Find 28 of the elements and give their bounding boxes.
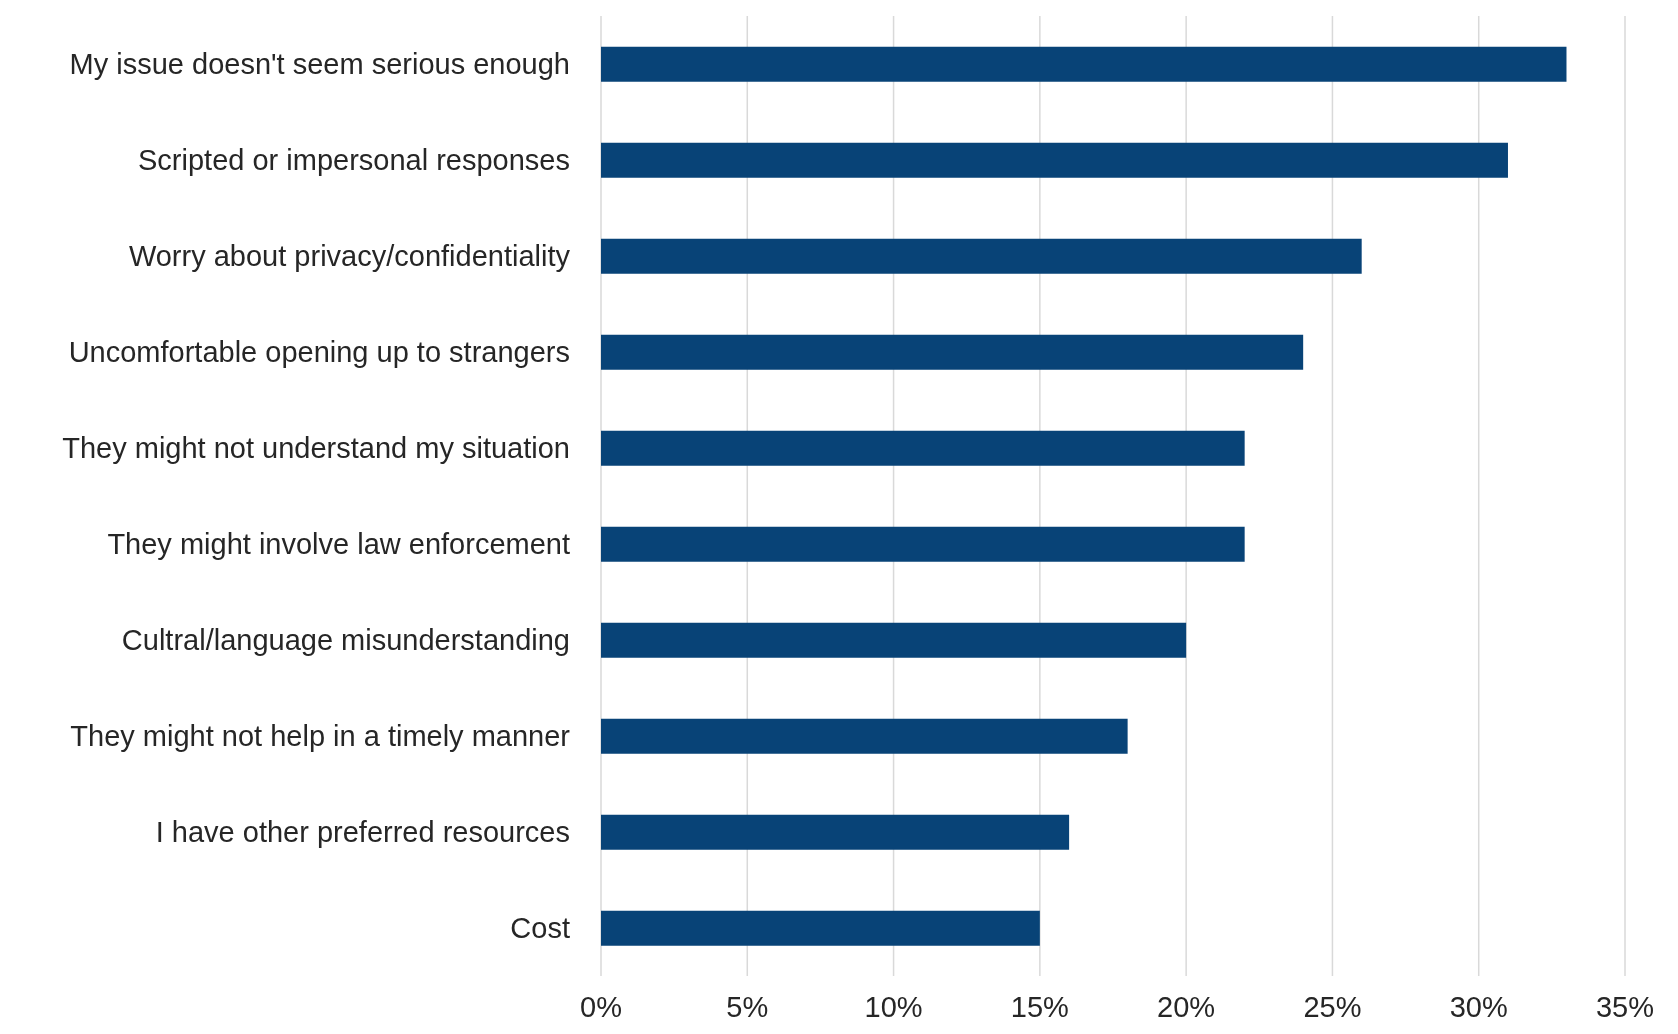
x-tick-label: 35%	[1595, 990, 1655, 1023]
bar	[601, 622, 1187, 658]
y-tick-label: Worry about privacy/confidentiality	[128, 240, 571, 273]
bar	[601, 718, 1128, 754]
bar	[601, 526, 1245, 562]
x-tick-label: 15%	[1010, 990, 1069, 1023]
y-tick-label: Uncomfortable opening up to strangers	[68, 336, 570, 369]
y-tick-label: They might not understand my situation	[62, 432, 570, 465]
y-tick-label: I have other preferred resources	[155, 816, 570, 849]
bar	[601, 814, 1070, 850]
bar	[601, 46, 1567, 82]
y-tick-label: Cultral/language misunderstanding	[121, 624, 570, 657]
y-tick-label: Cost	[510, 912, 570, 945]
bar	[601, 142, 1508, 178]
x-tick-label: 5%	[726, 990, 769, 1023]
bar	[601, 430, 1245, 466]
x-tick-label: 10%	[864, 990, 923, 1023]
x-tick-label: 0%	[580, 990, 622, 1023]
bar	[601, 238, 1362, 274]
y-tick-label: They might involve law enforcement	[107, 528, 570, 561]
y-tick-label: My issue doesn't seem serious enough	[69, 48, 570, 81]
y-tick-label: They might not help in a timely manner	[70, 720, 571, 753]
x-tick-label: 25%	[1303, 990, 1362, 1023]
x-tick-label: 30%	[1449, 990, 1508, 1023]
y-tick-label: Scripted or impersonal responses	[138, 144, 570, 177]
bar	[601, 334, 1304, 370]
x-tick-label: 20%	[1157, 990, 1216, 1023]
bar	[601, 910, 1040, 946]
